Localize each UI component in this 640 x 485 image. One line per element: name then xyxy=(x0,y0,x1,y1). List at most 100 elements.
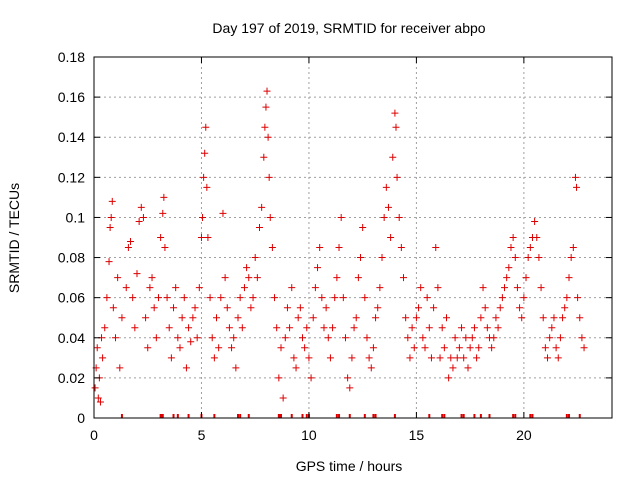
data-point xyxy=(533,234,541,241)
data-point xyxy=(520,294,528,302)
data-point xyxy=(314,264,322,272)
data-point xyxy=(277,344,285,352)
data-point xyxy=(537,284,545,292)
data-point xyxy=(247,304,255,312)
data-point xyxy=(161,244,169,252)
data-point xyxy=(393,173,401,181)
data-point xyxy=(447,354,455,362)
data-point xyxy=(122,284,130,292)
y-tick-label: 0.06 xyxy=(58,290,85,306)
data-point xyxy=(150,304,158,312)
data-point xyxy=(249,294,257,302)
data-point xyxy=(451,334,459,342)
data-point xyxy=(225,324,233,332)
data-point xyxy=(415,304,423,312)
data-point xyxy=(421,344,429,352)
data-point xyxy=(372,314,380,322)
data-point xyxy=(245,274,253,282)
data-point xyxy=(275,374,283,382)
data-point xyxy=(318,294,326,302)
data-point xyxy=(466,344,474,352)
data-point xyxy=(369,344,377,352)
data-point xyxy=(425,324,433,332)
data-point xyxy=(131,324,139,332)
chart-title: Day 197 of 2019, SRMTID for receiver abp… xyxy=(212,20,485,36)
data-point xyxy=(548,324,556,332)
y-axis-label: SRMTID / TECUs xyxy=(6,183,22,293)
data-point xyxy=(569,244,577,252)
axis-ticks: 0 0.02 0.04 0.06 0.08 0.1 0.12 0.14 0.16 0.18 0 5 10… xyxy=(58,49,612,443)
y-tick-label: 0.1 xyxy=(66,209,86,225)
data-point xyxy=(473,354,481,362)
data-point xyxy=(503,274,511,282)
data-point xyxy=(576,314,584,322)
data-point xyxy=(202,123,210,131)
data-point xyxy=(505,264,513,272)
data-point xyxy=(260,153,268,161)
data-point xyxy=(288,284,296,292)
data-point xyxy=(468,334,476,342)
data-point xyxy=(137,203,145,211)
data-point xyxy=(481,304,489,312)
data-point xyxy=(264,133,272,141)
data-point xyxy=(101,324,109,332)
data-point xyxy=(561,304,569,312)
data-point xyxy=(408,324,416,332)
data-point xyxy=(378,254,386,262)
data-point xyxy=(546,334,554,342)
data-point xyxy=(455,344,463,352)
y-tick-label: 0.12 xyxy=(58,169,85,185)
data-point xyxy=(376,284,384,292)
data-point xyxy=(199,213,207,221)
data-point xyxy=(268,244,276,252)
data-point xyxy=(221,274,229,282)
data-point xyxy=(430,304,438,312)
data-point xyxy=(111,334,119,342)
data-point xyxy=(539,314,547,322)
data-point xyxy=(322,304,330,312)
data-point xyxy=(223,304,231,312)
data-point xyxy=(96,398,104,406)
data-point xyxy=(124,244,132,252)
data-point xyxy=(133,270,141,278)
data-point xyxy=(335,244,343,252)
data-point xyxy=(522,274,530,282)
data-point xyxy=(352,314,360,322)
x-tick-label: 15 xyxy=(409,427,425,443)
data-point xyxy=(574,294,582,302)
data-point xyxy=(303,324,311,332)
data-point xyxy=(208,334,216,342)
data-point xyxy=(210,354,218,362)
data-point xyxy=(94,394,102,402)
data-point xyxy=(311,284,319,292)
data-point xyxy=(172,284,180,292)
data-point xyxy=(406,354,414,362)
data-point xyxy=(251,254,259,262)
data-point xyxy=(99,354,107,362)
data-point xyxy=(165,324,173,332)
data-point xyxy=(163,294,171,302)
data-point xyxy=(507,244,515,252)
data-point xyxy=(410,344,418,352)
data-point xyxy=(462,334,470,342)
data-point xyxy=(213,314,221,322)
data-point xyxy=(262,103,270,111)
y-tick-label: 0.04 xyxy=(58,330,85,346)
data-point xyxy=(309,314,317,322)
data-point xyxy=(535,254,543,262)
zero-markers xyxy=(120,414,581,418)
data-point xyxy=(475,344,483,352)
data-point xyxy=(442,314,450,322)
data-point xyxy=(458,324,466,332)
data-point xyxy=(307,374,315,382)
data-point xyxy=(516,304,524,312)
data-point xyxy=(217,294,225,302)
data-point xyxy=(438,324,446,332)
data-point xyxy=(556,334,564,342)
data-point xyxy=(544,354,552,362)
data-point xyxy=(234,314,242,322)
data-point xyxy=(389,153,397,161)
data-point xyxy=(294,314,302,322)
data-point xyxy=(445,374,453,382)
